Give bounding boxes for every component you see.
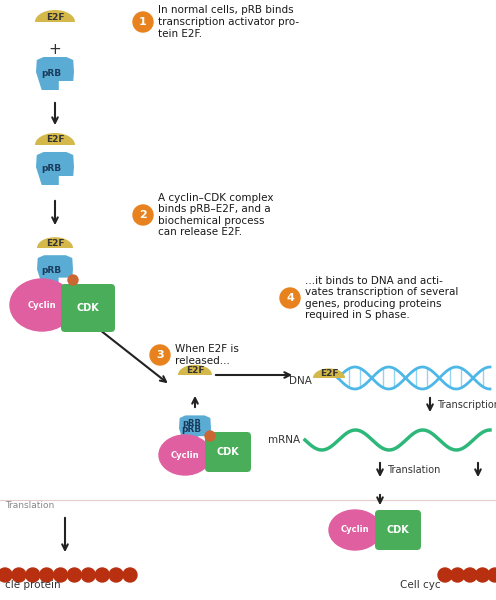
Text: 2: 2 (139, 210, 147, 220)
Circle shape (123, 568, 137, 582)
Ellipse shape (329, 510, 381, 550)
Polygon shape (35, 133, 75, 145)
Text: CDK: CDK (386, 525, 409, 535)
Text: pRB: pRB (182, 425, 202, 434)
FancyBboxPatch shape (375, 510, 421, 550)
Text: DNA: DNA (289, 376, 312, 386)
Text: E2F: E2F (46, 13, 64, 22)
Text: pRB: pRB (41, 266, 62, 275)
Circle shape (109, 568, 123, 582)
Circle shape (205, 431, 215, 441)
Circle shape (463, 568, 477, 582)
Circle shape (26, 568, 40, 582)
Ellipse shape (159, 435, 211, 475)
Polygon shape (37, 255, 73, 286)
Text: E2F: E2F (46, 136, 64, 145)
Text: ...it binds to DNA and acti-
vates transcription of several
genes, producing pro: ...it binds to DNA and acti- vates trans… (305, 275, 458, 320)
Circle shape (54, 568, 67, 582)
Text: A cyclin–CDK complex
binds pRB–E2F, and a
biochemical process
can release E2F.: A cyclin–CDK complex binds pRB–E2F, and … (158, 193, 273, 238)
Text: In normal cells, pRB binds
transcription activator pro-
tein E2F.: In normal cells, pRB binds transcription… (158, 5, 299, 38)
Text: 1: 1 (139, 17, 147, 27)
Text: Cyclin: Cyclin (341, 526, 370, 535)
Text: Cyclin: Cyclin (171, 451, 199, 460)
Circle shape (488, 568, 496, 582)
Text: Transcription: Transcription (437, 400, 496, 410)
Text: mRNA: mRNA (268, 435, 300, 445)
Text: E2F: E2F (186, 366, 204, 375)
Circle shape (67, 568, 81, 582)
Text: E2F: E2F (320, 370, 338, 379)
Text: cle protein: cle protein (5, 580, 61, 590)
Text: pRB: pRB (183, 419, 201, 428)
Circle shape (150, 345, 170, 365)
FancyBboxPatch shape (205, 432, 251, 472)
Polygon shape (37, 237, 73, 248)
Text: CDK: CDK (76, 303, 99, 313)
Circle shape (0, 568, 12, 582)
Circle shape (133, 205, 153, 225)
Circle shape (476, 568, 490, 582)
Text: Translation: Translation (387, 465, 440, 475)
Circle shape (133, 12, 153, 32)
Text: 3: 3 (156, 350, 164, 360)
Ellipse shape (10, 279, 74, 331)
Circle shape (450, 568, 464, 582)
Polygon shape (178, 365, 212, 375)
Text: Cell cyc: Cell cyc (400, 580, 440, 590)
Text: +: + (49, 43, 62, 58)
Text: pRB: pRB (41, 69, 62, 78)
FancyBboxPatch shape (61, 284, 115, 332)
Text: When E2F is
released...: When E2F is released... (175, 344, 239, 366)
Text: CDK: CDK (217, 447, 240, 457)
Polygon shape (179, 415, 211, 444)
Polygon shape (313, 368, 345, 378)
Circle shape (40, 568, 54, 582)
Text: pRB: pRB (41, 164, 62, 173)
Text: 4: 4 (286, 293, 294, 303)
Circle shape (438, 568, 452, 582)
Circle shape (12, 568, 26, 582)
Polygon shape (35, 10, 75, 22)
Circle shape (280, 288, 300, 308)
Text: Cyclin: Cyclin (28, 301, 57, 310)
Polygon shape (36, 152, 74, 185)
Text: Translation: Translation (5, 500, 54, 509)
Circle shape (68, 275, 78, 285)
Polygon shape (36, 57, 74, 90)
Text: E2F: E2F (46, 239, 64, 248)
Circle shape (95, 568, 109, 582)
Circle shape (81, 568, 95, 582)
